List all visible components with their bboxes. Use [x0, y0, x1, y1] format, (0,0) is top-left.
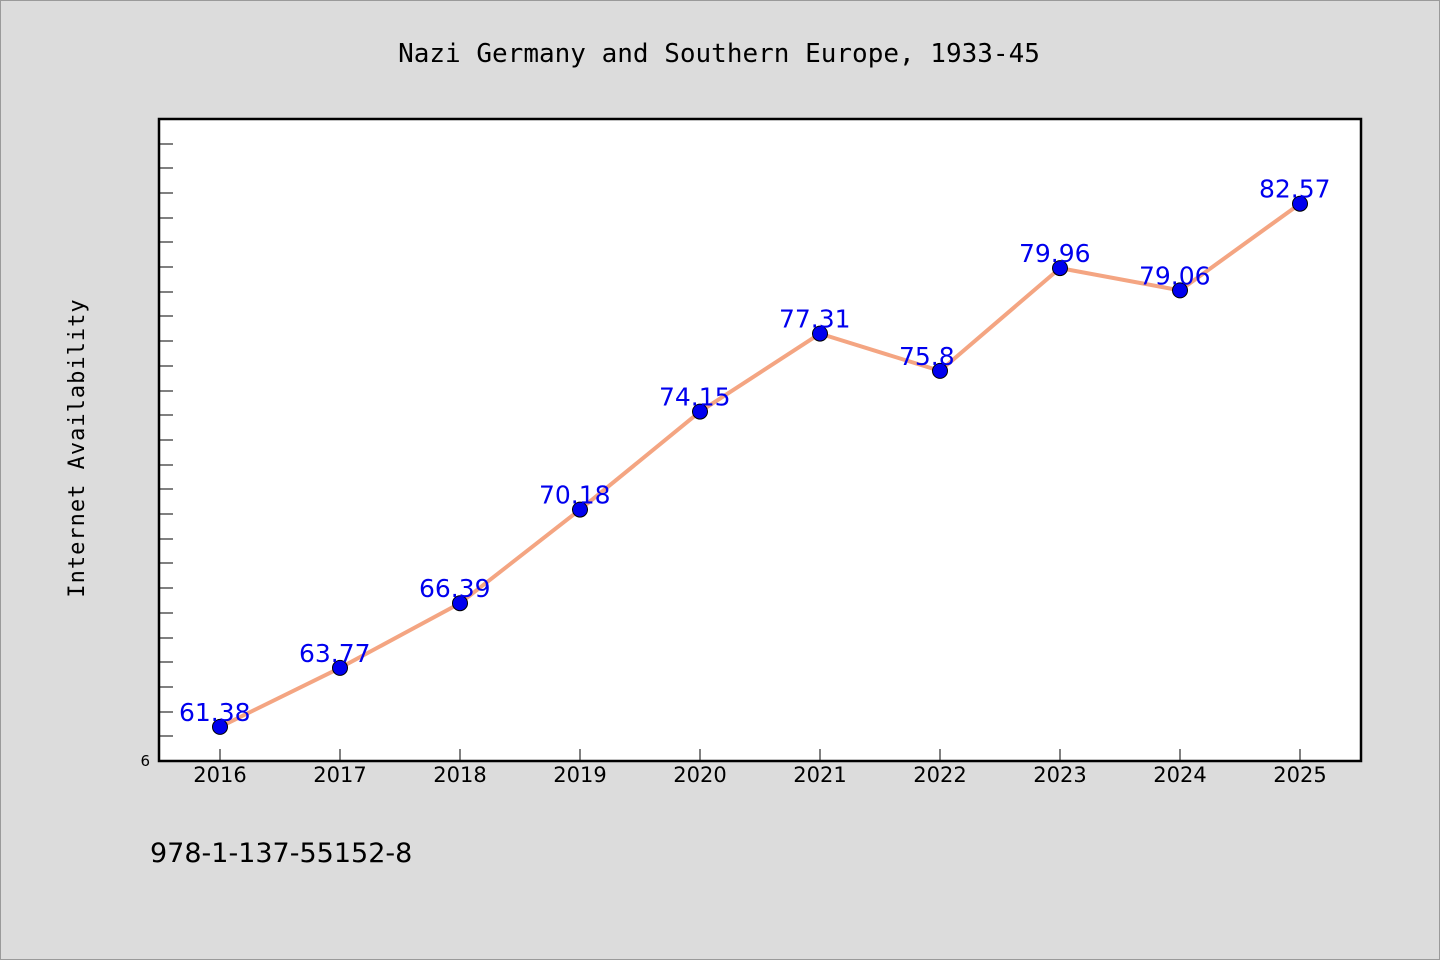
data-point	[212, 718, 228, 735]
data-point	[332, 659, 348, 676]
data-point	[1052, 260, 1068, 277]
data-points	[212, 195, 1308, 735]
x-tick-label: 2024	[1153, 763, 1206, 787]
data-point	[932, 362, 948, 379]
data-label: 79.96	[1019, 239, 1091, 268]
x-tick-label: 2025	[1273, 763, 1326, 787]
plot-area	[157, 117, 1363, 763]
x-tick-label: 2017	[313, 763, 366, 787]
x-axis-tick-labels: 2016 2017 2018 2019 2020 2021 2022 2023 2024 2025	[193, 763, 1326, 787]
data-point	[452, 595, 468, 612]
x-tick-label: 2023	[1033, 763, 1086, 787]
data-label: 77.31	[779, 305, 851, 334]
data-labels: 61.38 63.77 66.39 70.18 74.15 77.31 75.8 79.96 7…	[179, 175, 1331, 727]
data-label: 63.77	[299, 639, 371, 668]
data-label: 61.38	[179, 698, 251, 727]
data-point	[1292, 195, 1308, 212]
data-label: 66.39	[419, 574, 491, 603]
data-label: 79.06	[1139, 261, 1211, 290]
x-tick-label: 2018	[433, 763, 486, 787]
isbn-footer: 978-1-137-55152-8	[150, 838, 412, 869]
x-tick-label: 2020	[673, 763, 726, 787]
data-point	[572, 501, 588, 518]
x-tick-label: 2022	[913, 763, 966, 787]
series-line	[219, 202, 1302, 729]
data-label: 75.8	[899, 342, 955, 371]
data-label: 74.15	[659, 383, 731, 412]
x-tick-label: 2019	[553, 763, 606, 787]
x-tick-label: 2016	[193, 763, 246, 787]
x-axis-ticks	[219, 749, 1301, 761]
y-tick-label: 6	[140, 752, 150, 770]
data-point	[692, 403, 708, 420]
data-point	[812, 325, 828, 342]
y-axis-label: Internet Availability	[65, 298, 90, 597]
data-point	[1172, 282, 1188, 299]
data-label: 82.57	[1259, 175, 1331, 204]
y-axis-ticks	[159, 143, 173, 737]
data-label: 70.18	[539, 481, 611, 510]
x-tick-label: 2021	[793, 763, 846, 787]
chart-title: Nazi Germany and Southern Europe, 1933-4…	[398, 39, 1040, 69]
